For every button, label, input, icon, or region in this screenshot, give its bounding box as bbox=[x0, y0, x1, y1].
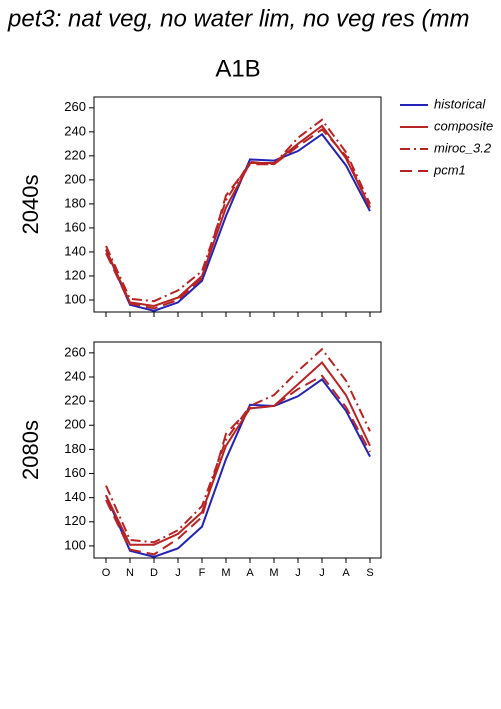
series-line bbox=[105, 128, 371, 310]
series-line bbox=[105, 361, 371, 546]
chart-subtitle: A1B bbox=[215, 55, 260, 82]
legend-label: miroc_3.2 bbox=[434, 140, 492, 155]
y-tick-label: 180 bbox=[64, 441, 86, 456]
x-tick-label: M bbox=[269, 567, 278, 579]
y-tick-label: 180 bbox=[64, 195, 86, 210]
x-tick-label: N bbox=[126, 567, 134, 579]
y-tick-label: 200 bbox=[64, 171, 86, 186]
series-line bbox=[105, 378, 371, 558]
x-tick-label: D bbox=[150, 567, 158, 579]
y-tick-label: 100 bbox=[64, 291, 86, 306]
y-tick-label: 120 bbox=[64, 267, 86, 282]
x-tick-label: O bbox=[102, 567, 111, 579]
x-tick-label: M bbox=[221, 567, 230, 579]
y-tick-label: 140 bbox=[64, 243, 86, 258]
y-tick-label: 240 bbox=[64, 123, 86, 138]
x-tick-label: J bbox=[295, 567, 301, 579]
panel-frame bbox=[93, 96, 382, 313]
chart-title: pet3: nat veg, no water lim, no veg res … bbox=[7, 5, 470, 32]
y-tick-label: 100 bbox=[64, 537, 86, 552]
y-tick-label: 200 bbox=[64, 417, 86, 432]
series-line bbox=[105, 124, 371, 308]
legend-label: historical bbox=[434, 96, 486, 111]
y-axis-label: 2080s bbox=[18, 420, 43, 480]
x-tick-label: A bbox=[246, 567, 254, 579]
x-tick-label: J bbox=[319, 567, 325, 579]
y-tick-label: 220 bbox=[64, 393, 86, 408]
x-tick-label: J bbox=[175, 567, 181, 579]
series-line bbox=[105, 118, 371, 303]
panel-frame bbox=[93, 341, 382, 559]
x-tick-label: A bbox=[342, 567, 350, 579]
y-tick-label: 220 bbox=[64, 147, 86, 162]
x-tick-label: F bbox=[199, 567, 206, 579]
series-line bbox=[105, 132, 371, 312]
y-axis-label: 2040s bbox=[18, 175, 43, 235]
y-tick-label: 120 bbox=[64, 513, 86, 528]
y-tick-label: 160 bbox=[64, 465, 86, 480]
series-line bbox=[105, 347, 371, 544]
y-tick-label: 160 bbox=[64, 219, 86, 234]
x-tick-label: S bbox=[366, 567, 373, 579]
y-tick-label: 240 bbox=[64, 368, 86, 383]
y-tick-label: 260 bbox=[64, 344, 86, 359]
legend-label: composite bbox=[434, 118, 493, 133]
y-tick-label: 140 bbox=[64, 489, 86, 504]
y-tick-label: 260 bbox=[64, 99, 86, 114]
series-line bbox=[105, 374, 371, 556]
legend-label: pcm1 bbox=[433, 162, 466, 177]
